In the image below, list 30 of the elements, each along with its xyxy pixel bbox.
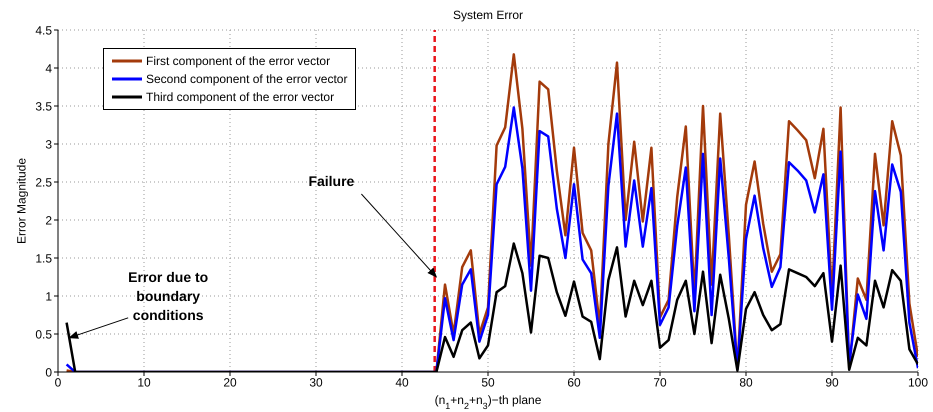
y-tick-label: 1 xyxy=(45,289,52,304)
legend-label: Second component of the error vector xyxy=(146,71,348,88)
line-series xyxy=(65,106,918,372)
x-tick-label: 30 xyxy=(309,376,323,390)
y-tick-label: 4 xyxy=(45,61,52,76)
y-tick-label: 0 xyxy=(45,365,52,380)
x-tick-label: 60 xyxy=(567,376,581,390)
x-tick-label: 100 xyxy=(908,376,928,390)
x-tick-label: 20 xyxy=(223,376,237,390)
y-axis-title: Error Magnitude xyxy=(14,158,28,244)
y-tick-label: 0.5 xyxy=(35,327,52,342)
legend-label: Third component of the error vector xyxy=(146,89,334,106)
y-tick-label: 2.5 xyxy=(35,175,52,190)
x-tick-label: 80 xyxy=(739,376,753,390)
x-axis-title: (n$_{1}$+n$_{2}$+n$_{3}$)−th plane xyxy=(434,393,542,411)
x-tick-label: 90 xyxy=(825,376,839,390)
x-tick-label: 0 xyxy=(54,376,62,390)
x-tick-label: 50 xyxy=(481,376,495,390)
y-tick-label: 4.5 xyxy=(35,23,52,38)
x-tick-label: 10 xyxy=(137,376,151,390)
y-tick-label: 3 xyxy=(45,137,52,152)
chart-title: System Error xyxy=(452,8,524,22)
y-tick-label: 2 xyxy=(45,213,52,228)
x-tick-label: 70 xyxy=(653,376,667,390)
legend-label: First component of the error vector xyxy=(146,53,330,70)
y-tick-label: 1.5 xyxy=(35,251,52,266)
annotation: Failure xyxy=(307,172,356,191)
annotation: Error due to boundary conditions xyxy=(127,268,210,325)
y-tick-label: 3.5 xyxy=(35,99,52,114)
x-tick-label: 40 xyxy=(395,376,409,390)
